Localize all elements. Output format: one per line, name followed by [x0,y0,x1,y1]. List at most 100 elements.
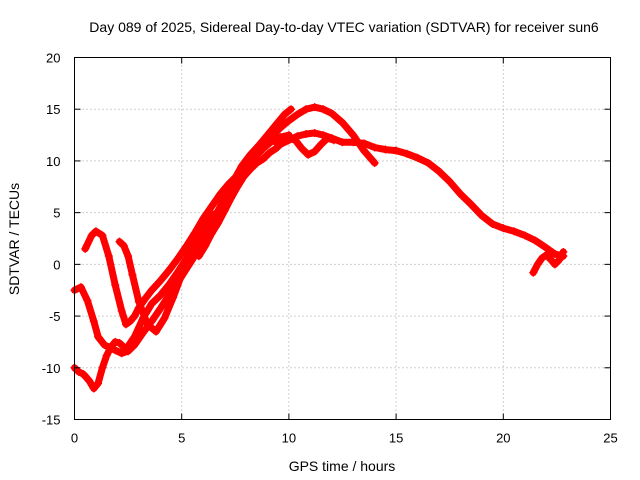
data-point-plus [164,266,173,275]
data-point-plus [533,260,542,269]
series-band [529,248,567,277]
data-point-plus [143,320,152,329]
data-point-plus [284,134,293,143]
data-point-plus [199,214,208,223]
y-axis-label: SDTVAR / TECUs [6,183,22,295]
data-point-plus [124,252,133,261]
data-point-plus [550,260,559,269]
data-point-plus [87,231,96,240]
data-point-plus [537,254,546,263]
data-point-plus [278,138,287,147]
data-point-plus [98,231,107,240]
data-point-plus [424,158,433,167]
data-point-plus [181,242,190,251]
x-tick-label: 0 [71,431,78,446]
data-point-plus [83,296,92,305]
data-point-plus [310,147,319,156]
data-point-plus [323,134,332,143]
data-point-plus [293,110,302,119]
data-point-plus [91,227,100,236]
axis-ticks [74,57,611,420]
data-point-plus [392,146,401,155]
x-tick-label: 25 [603,431,617,446]
data-point-plus [115,338,124,347]
data-point-plus [304,150,313,159]
data-point-plus [227,194,236,203]
data-point-plus [555,256,564,265]
data-point-plus [510,227,519,236]
data-point-plus [434,167,443,176]
data-point-plus [89,384,98,393]
data-point-plus [499,224,508,233]
data-point-plus [381,145,390,154]
data-point-plus [160,314,169,323]
data-point-plus [134,303,143,312]
data-point-plus [194,252,203,261]
data-point-plus [81,244,90,253]
data-point-plus [224,179,233,188]
data-point-plus [85,377,94,386]
data-point-plus [280,110,289,119]
data-point-plus [121,320,130,329]
data-point-plus [220,206,229,215]
series-satellite-track-2 [70,129,568,393]
series-satellite-track-6 [529,247,568,277]
data-point-plus [488,220,497,229]
data-point-plus [117,306,126,315]
data-point-plus [246,165,255,174]
data-point-plus [147,286,156,295]
data-point-plus [130,312,139,321]
data-point-plus [111,337,120,346]
data-point-plus [239,172,248,181]
y-tick-label: -5 [49,309,61,324]
data-point-plus [119,241,128,250]
y-tick-labels: -15 -10 -5 0 5 10 15 20 [42,51,61,428]
data-point-plus [190,229,199,238]
y-tick-label: -15 [42,413,61,428]
data-point-plus [126,317,135,326]
data-point-plus [546,255,555,264]
data-point-plus [265,148,274,157]
series-band [71,129,567,392]
data-point-plus [201,241,210,250]
data-point-plus [402,149,411,158]
data-point-plus [267,137,276,146]
data-point-plus [559,247,568,256]
data-point-plus [115,237,124,246]
data-point-plus [310,103,319,112]
data-point-plus [94,332,103,341]
data-point-plus [104,252,113,261]
y-tick-label: 15 [46,102,60,117]
data-point-plus [467,200,476,209]
data-point-plus [259,144,268,153]
data-point-plus [164,281,173,290]
series-satellite-track-5 [194,134,338,261]
data-point-plus [173,255,182,264]
data-point-plus [121,345,130,354]
data-point-plus [520,231,529,240]
series-band [195,134,338,260]
data-point-plus [531,236,540,245]
data-point-plus [550,250,559,259]
data-point-plus [349,131,358,140]
series-band [71,103,379,357]
data-point-plus [106,343,115,352]
data-point-plus [102,351,111,360]
data-point-plus [177,270,186,279]
y-tick-label: 5 [53,206,60,221]
data-point-plus [359,139,368,148]
data-point-plus [477,211,486,220]
data-point-plus [338,138,347,147]
data-point-plus [302,105,311,114]
series-satellite-track-4 [81,131,293,329]
data-point-plus [94,379,103,388]
data-point-plus [370,158,379,167]
data-point-plus [141,294,150,303]
data-point-plus [272,120,281,129]
data-point-plus [81,372,90,381]
data-point-plus [456,190,465,199]
x-tick-labels: 0 5 10 15 20 25 [71,431,618,446]
data-point-plus [302,130,311,139]
data-point-plus [349,138,358,147]
